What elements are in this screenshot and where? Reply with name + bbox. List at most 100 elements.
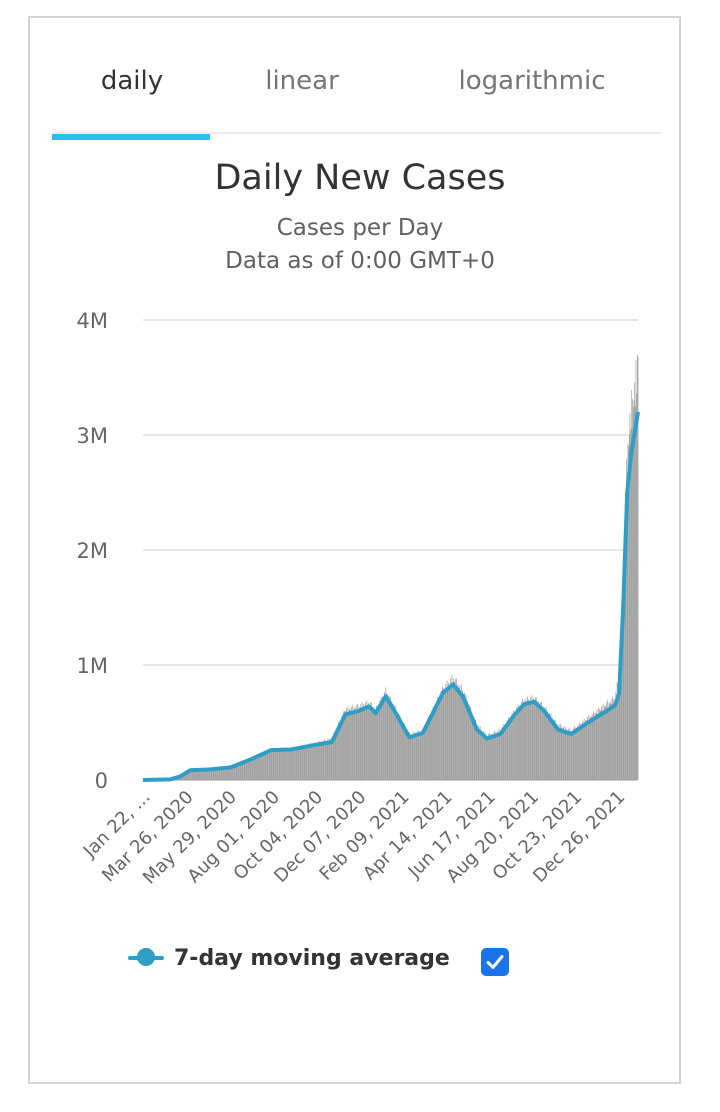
bar (414, 736, 416, 780)
bar (489, 737, 491, 780)
bar (508, 717, 509, 780)
bar (631, 427, 633, 780)
bar (403, 727, 405, 780)
bar (557, 726, 559, 780)
bar (204, 769, 205, 780)
bar (332, 738, 334, 780)
bar (351, 711, 353, 780)
bar (294, 747, 296, 780)
bar (307, 746, 309, 780)
bar (249, 760, 250, 780)
bar (209, 768, 211, 780)
bar (366, 700, 368, 780)
bar (318, 744, 320, 780)
bar (212, 768, 213, 780)
bar (443, 687, 445, 780)
bar (265, 752, 267, 780)
bar (503, 723, 505, 780)
bar (208, 769, 210, 780)
bar (502, 729, 504, 780)
bar (496, 733, 497, 780)
bar (456, 689, 458, 780)
tab-daily[interactable]: daily (100, 66, 164, 96)
legend-item-moving-average[interactable]: 7-day moving average (128, 940, 450, 976)
bar (307, 746, 308, 780)
bar (348, 713, 350, 780)
y-tick-label: 1M (77, 654, 108, 678)
bar (340, 719, 342, 780)
bar (245, 761, 247, 780)
bar (469, 704, 470, 780)
bar (240, 762, 242, 780)
bar (256, 755, 258, 780)
bar (282, 748, 284, 780)
bar (444, 689, 445, 780)
bar (253, 756, 254, 780)
bar (372, 706, 374, 780)
bar (263, 754, 265, 780)
bar (416, 733, 418, 780)
bar (525, 698, 527, 780)
bar (218, 767, 220, 780)
bar (255, 756, 257, 780)
bar (565, 731, 567, 780)
bar (369, 704, 370, 780)
bar (251, 758, 252, 780)
bar (404, 730, 406, 780)
bar (541, 701, 542, 780)
moving-average-checkbox[interactable] (481, 948, 509, 976)
bar (622, 568, 624, 780)
bar (350, 709, 352, 780)
bar (386, 693, 388, 780)
bar (446, 680, 448, 780)
bar (220, 768, 222, 780)
bar (502, 726, 503, 780)
bar (444, 688, 446, 780)
bar (286, 750, 288, 780)
bar (361, 701, 363, 780)
bar (381, 703, 383, 780)
bar (324, 739, 325, 780)
bar (277, 750, 279, 780)
bar (384, 696, 386, 780)
bar (311, 744, 312, 780)
bar (585, 721, 587, 780)
bar (510, 716, 512, 780)
bar (382, 698, 384, 780)
bar (270, 748, 272, 780)
bar (387, 697, 389, 780)
bar (314, 742, 316, 780)
bar (355, 705, 357, 780)
bar (264, 752, 266, 780)
y-tick-label: 0 (95, 769, 108, 793)
bar (413, 735, 414, 780)
bar (305, 744, 306, 780)
bar (306, 745, 308, 780)
bar (373, 709, 375, 780)
bar (266, 750, 267, 780)
bar (454, 681, 455, 780)
bar (520, 701, 522, 780)
bar (212, 768, 214, 780)
bar (542, 706, 544, 780)
tab-linear[interactable]: linear (265, 66, 339, 96)
bar (610, 702, 611, 780)
bar (499, 734, 501, 780)
bar (450, 684, 452, 780)
bar (547, 711, 549, 780)
bar (462, 693, 464, 780)
bar (483, 730, 484, 780)
bar (554, 724, 556, 780)
tab-logarithmic[interactable]: logarithmic (458, 66, 606, 96)
bar (555, 719, 557, 780)
bar (368, 704, 370, 780)
bar (336, 726, 338, 780)
bar (595, 713, 597, 780)
bar (510, 718, 511, 780)
bar (479, 726, 481, 780)
bar (322, 742, 323, 780)
bar (373, 709, 375, 780)
bar (498, 729, 500, 780)
